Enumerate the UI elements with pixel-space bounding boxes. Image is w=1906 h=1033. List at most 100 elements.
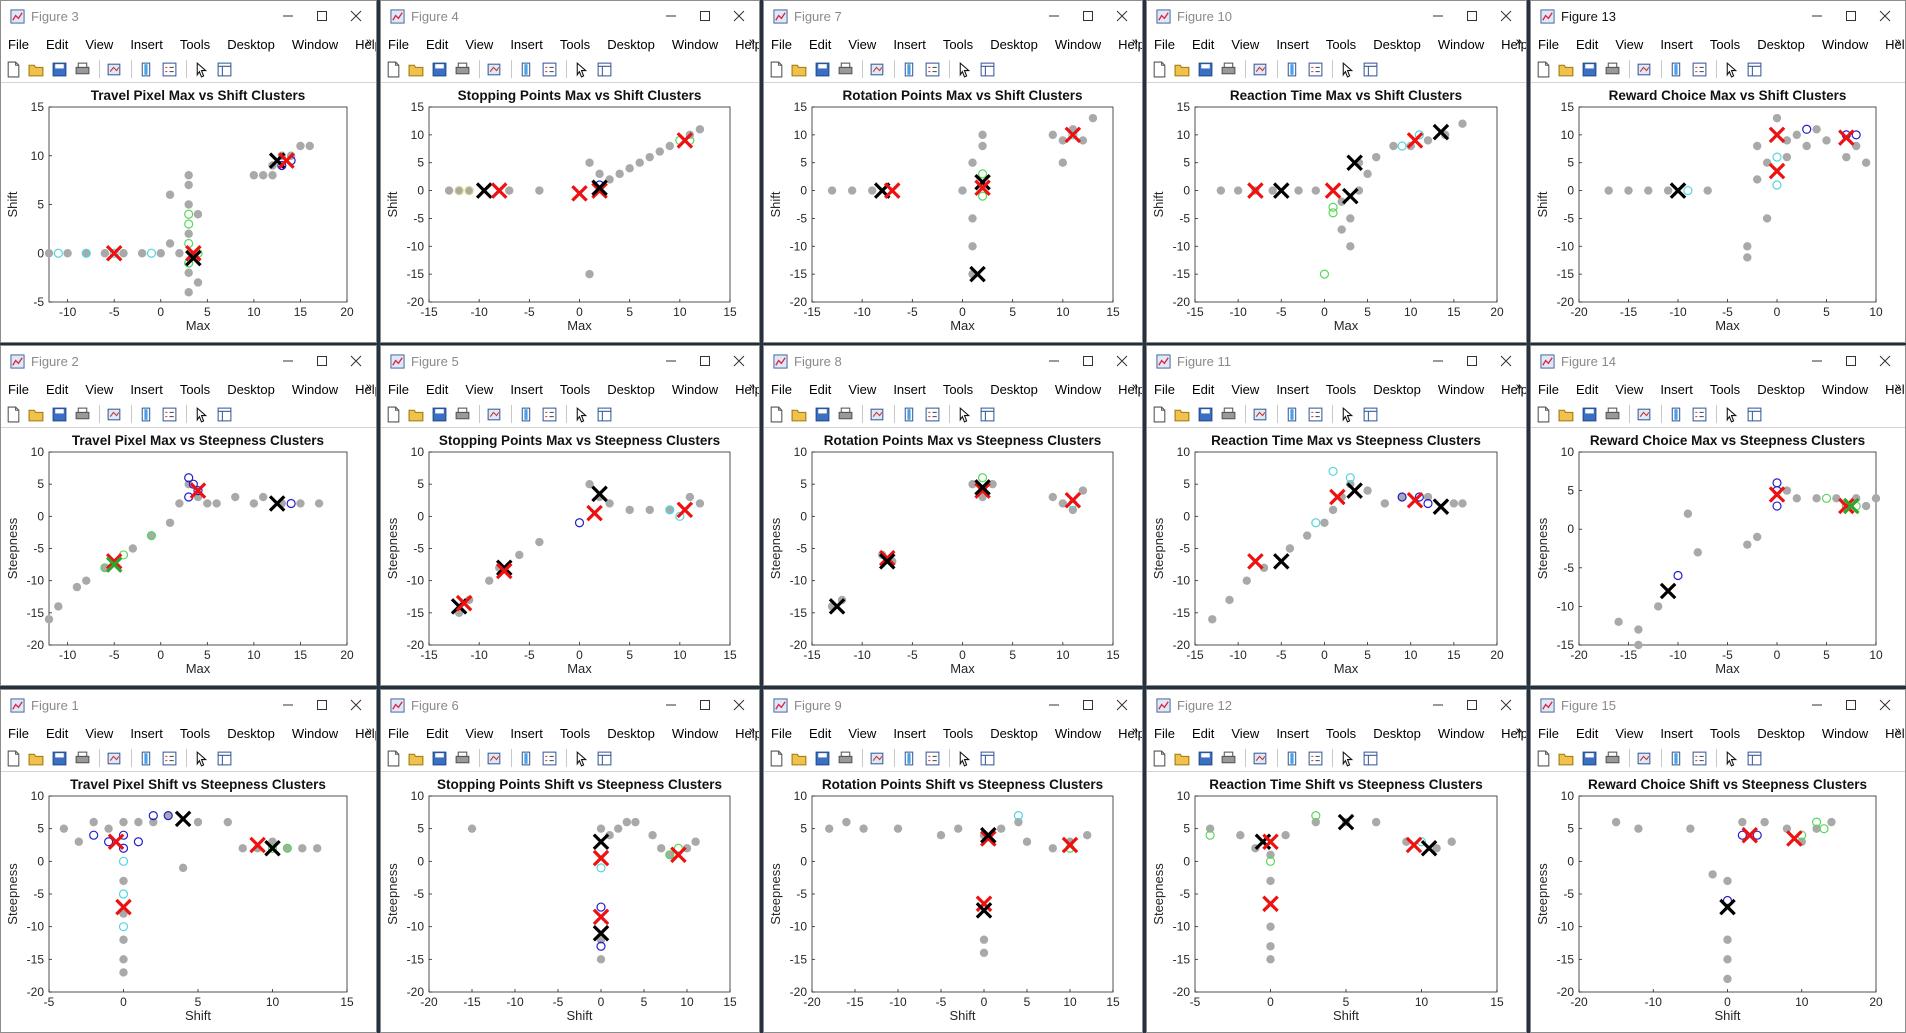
print-icon[interactable]	[837, 406, 854, 423]
insert-colorbar-icon[interactable]	[138, 61, 155, 78]
menu-item-window[interactable]: Window	[1821, 725, 1869, 741]
open-file-icon[interactable]	[28, 406, 45, 423]
menu-item-desktop[interactable]: Desktop	[607, 36, 655, 52]
menu-item-desktop[interactable]: Desktop	[227, 725, 275, 741]
property-editor-icon[interactable]	[596, 750, 613, 767]
maximize-button[interactable]	[308, 3, 336, 29]
menu-item-view[interactable]: View	[848, 725, 877, 741]
menu-item-help[interactable]: Help	[1885, 381, 1905, 397]
double-chevron-right-icon[interactable]: »	[365, 381, 372, 393]
double-chevron-right-icon[interactable]: »	[748, 381, 755, 393]
menu-item-view[interactable]: View	[1615, 725, 1644, 741]
menu-item-window[interactable]: Window	[291, 381, 339, 397]
figure-window[interactable]: Figure 1 File Edit View Insert Tools Desktop Wi…	[0, 689, 377, 1033]
link-plot-icon[interactable]	[486, 61, 503, 78]
menu-item-desktop[interactable]: Desktop	[1373, 725, 1421, 741]
menu-item-edit[interactable]: Edit	[45, 36, 69, 52]
insert-legend-icon[interactable]	[161, 750, 178, 767]
menu-item-help[interactable]: Help	[735, 725, 760, 741]
save-icon[interactable]	[1581, 61, 1598, 78]
figure-window[interactable]: Figure 6 File Edit View Insert Tools Desktop Wi…	[380, 689, 760, 1033]
menu-item-view[interactable]: View	[85, 381, 114, 397]
menu-item-edit[interactable]: Edit	[1191, 381, 1215, 397]
insert-colorbar-icon[interactable]	[901, 406, 918, 423]
maximize-button[interactable]	[691, 692, 719, 718]
property-editor-icon[interactable]	[979, 750, 996, 767]
menu-item-insert[interactable]: Insert	[1660, 725, 1693, 741]
menu-item-tools[interactable]: Tools	[1325, 381, 1357, 397]
menu-item-insert[interactable]: Insert	[1660, 36, 1693, 52]
menu-item-edit[interactable]: Edit	[808, 36, 832, 52]
menu-item-file[interactable]: File	[1538, 725, 1559, 741]
window-titlebar[interactable]: Figure 3	[1, 1, 376, 32]
link-plot-icon[interactable]	[1636, 406, 1653, 423]
save-icon[interactable]	[1581, 750, 1598, 767]
menu-item-view[interactable]: View	[1615, 36, 1644, 52]
pointer-icon[interactable]	[193, 61, 210, 78]
close-button[interactable]	[725, 348, 753, 374]
open-file-icon[interactable]	[1558, 406, 1575, 423]
window-titlebar[interactable]: Figure 10	[1147, 1, 1526, 32]
menu-item-edit[interactable]: Edit	[425, 381, 449, 397]
print-icon[interactable]	[454, 61, 471, 78]
menu-item-help[interactable]: Help	[355, 36, 376, 52]
menu-item-help[interactable]: Help	[1885, 725, 1905, 741]
insert-colorbar-icon[interactable]	[518, 61, 535, 78]
new-figure-icon[interactable]	[768, 61, 785, 78]
pointer-icon[interactable]	[956, 750, 973, 767]
insert-legend-icon[interactable]	[924, 406, 941, 423]
figure-window[interactable]: Figure 11 File Edit View Insert Tools Desktop W…	[1146, 345, 1527, 686]
menu-item-file[interactable]: File	[388, 725, 409, 741]
property-editor-icon[interactable]	[216, 406, 233, 423]
window-titlebar[interactable]: Figure 12	[1147, 690, 1526, 721]
maximize-button[interactable]	[308, 348, 336, 374]
open-file-icon[interactable]	[791, 750, 808, 767]
double-chevron-right-icon[interactable]: »	[1131, 36, 1138, 48]
print-icon[interactable]	[74, 406, 91, 423]
save-icon[interactable]	[814, 750, 831, 767]
minimize-button[interactable]	[1803, 3, 1831, 29]
print-icon[interactable]	[454, 750, 471, 767]
menu-item-help[interactable]: Help	[1501, 36, 1527, 52]
menu-item-file[interactable]: File	[1154, 725, 1175, 741]
menu-item-file[interactable]: File	[1154, 36, 1175, 52]
menu-item-insert[interactable]: Insert	[1276, 36, 1309, 52]
minimize-button[interactable]	[274, 348, 302, 374]
menu-item-help[interactable]: Help	[1118, 36, 1143, 52]
menu-item-help[interactable]: Help	[1501, 725, 1527, 741]
minimize-button[interactable]	[1424, 3, 1452, 29]
new-figure-icon[interactable]	[385, 61, 402, 78]
open-file-icon[interactable]	[28, 61, 45, 78]
minimize-button[interactable]	[657, 3, 685, 29]
property-editor-icon[interactable]	[979, 406, 996, 423]
print-icon[interactable]	[837, 750, 854, 767]
print-icon[interactable]	[1604, 406, 1621, 423]
print-icon[interactable]	[1604, 61, 1621, 78]
save-icon[interactable]	[1197, 406, 1214, 423]
print-icon[interactable]	[1220, 750, 1237, 767]
new-figure-icon[interactable]	[768, 406, 785, 423]
open-file-icon[interactable]	[408, 406, 425, 423]
minimize-button[interactable]	[657, 692, 685, 718]
menu-item-insert[interactable]: Insert	[893, 381, 926, 397]
open-file-icon[interactable]	[1558, 750, 1575, 767]
menu-item-view[interactable]: View	[465, 725, 494, 741]
property-editor-icon[interactable]	[1746, 750, 1763, 767]
link-plot-icon[interactable]	[106, 61, 123, 78]
save-icon[interactable]	[51, 750, 68, 767]
menu-item-view[interactable]: View	[1231, 36, 1260, 52]
menu-item-view[interactable]: View	[465, 36, 494, 52]
save-icon[interactable]	[431, 750, 448, 767]
maximize-button[interactable]	[1074, 348, 1102, 374]
menu-item-edit[interactable]: Edit	[425, 36, 449, 52]
insert-colorbar-icon[interactable]	[138, 406, 155, 423]
open-file-icon[interactable]	[1174, 406, 1191, 423]
menu-item-tools[interactable]: Tools	[942, 725, 974, 741]
menu-item-view[interactable]: View	[85, 725, 114, 741]
menu-item-view[interactable]: View	[848, 381, 877, 397]
double-chevron-right-icon[interactable]: »	[365, 725, 372, 737]
property-editor-icon[interactable]	[216, 61, 233, 78]
window-titlebar[interactable]: Figure 9	[764, 690, 1142, 721]
insert-legend-icon[interactable]	[161, 61, 178, 78]
open-file-icon[interactable]	[791, 61, 808, 78]
